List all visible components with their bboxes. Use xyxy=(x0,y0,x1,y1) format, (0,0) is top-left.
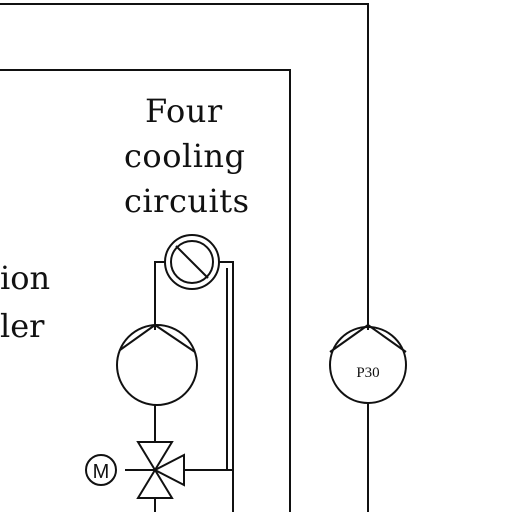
title-line-2: cooling xyxy=(124,137,246,175)
pump-p30-label: P30 xyxy=(356,365,379,381)
heat-exchanger-icon xyxy=(164,234,220,290)
left-label-line-1: ion xyxy=(0,259,51,297)
pipe-exchanger-right xyxy=(218,261,234,512)
motor-icon xyxy=(85,454,117,486)
three-way-valve-icon xyxy=(125,441,185,499)
title-line-3: circuits xyxy=(124,182,250,220)
title-line-1: Four xyxy=(145,92,223,130)
left-label-line-2: ler xyxy=(0,307,45,345)
motor-label: M xyxy=(93,461,110,483)
pipe-exchanger-left xyxy=(154,261,165,330)
outer-pipe-loop xyxy=(0,3,369,330)
pump-icon xyxy=(329,324,407,404)
pump-icon xyxy=(116,324,198,406)
inner-circuit-box xyxy=(0,69,291,512)
